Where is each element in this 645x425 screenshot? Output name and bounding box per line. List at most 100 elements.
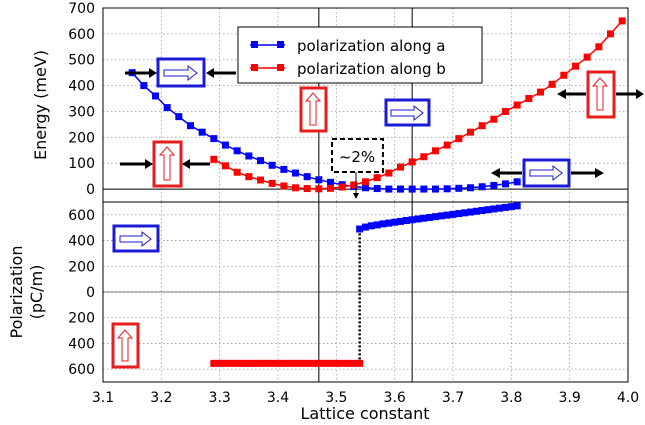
y-tick-label: 500: [68, 53, 95, 69]
data-point: [432, 147, 439, 155]
y-tick-label: 300: [68, 104, 95, 120]
y-tick-label: 100: [68, 156, 95, 172]
data-point: [350, 181, 358, 189]
data-point: [362, 178, 369, 186]
y-tick-label: 400: [68, 79, 95, 95]
data-point: [502, 107, 509, 115]
data-point: [478, 206, 486, 214]
data-point: [397, 185, 404, 193]
data-point: [140, 82, 148, 90]
series-b: [210, 359, 364, 367]
data-point: [338, 359, 346, 367]
data-point: [233, 359, 241, 367]
data-point: [537, 88, 544, 96]
data-point: [280, 182, 288, 190]
data-point: [502, 203, 509, 211]
data-point: [408, 216, 416, 224]
polarization-y-axis-label: Polarization: [7, 246, 26, 339]
x-tick-label: 4.0: [617, 390, 639, 406]
annotation-pointer-head: [353, 193, 359, 199]
data-point: [286, 359, 294, 367]
schematic-a-equilibrium: [384, 98, 431, 127]
legend: polarization along a polarization along …: [237, 26, 483, 84]
data-point: [548, 80, 556, 88]
data-point: [233, 147, 241, 155]
compress-arrowhead-left: [145, 159, 153, 169]
y-tick-label: 700: [68, 1, 95, 17]
legend-box: [237, 26, 483, 84]
data-point: [408, 158, 416, 166]
data-point: [420, 185, 428, 193]
data-point: [356, 359, 364, 367]
data-point: [268, 179, 276, 187]
data-point: [426, 213, 434, 221]
data-point: [297, 359, 305, 367]
data-point: [455, 184, 463, 192]
data-point: [280, 165, 288, 173]
y-tick-label: 0: [86, 182, 95, 198]
data-point: [437, 212, 445, 220]
polarization-arrow-a-icon: [529, 164, 563, 182]
data-point: [513, 178, 521, 186]
data-point: [292, 184, 299, 192]
data-point: [198, 128, 206, 136]
legend-label-a: polarization along a: [297, 37, 445, 55]
data-point: [472, 207, 480, 215]
stretch-arrowhead-right: [636, 89, 644, 99]
data-point: [467, 128, 474, 136]
data-point: [408, 185, 416, 193]
data-point: [490, 181, 498, 189]
data-point: [397, 163, 404, 171]
series-b: [210, 17, 626, 193]
data-point: [490, 205, 498, 213]
data-point: [443, 211, 451, 219]
data-point: [449, 210, 457, 218]
data-point: [367, 222, 375, 230]
data-point: [385, 219, 393, 227]
x-tick-label: 3.8: [500, 390, 522, 406]
data-point: [356, 225, 364, 233]
data-point: [373, 185, 381, 193]
data-point: [222, 162, 229, 170]
y-tick-label: 200: [68, 311, 95, 327]
data-point: [496, 204, 504, 212]
data-point: [467, 208, 474, 216]
data-point: [507, 203, 515, 211]
y-tick-label: 400: [68, 234, 95, 250]
schematic-a-lower: [112, 224, 160, 253]
data-point: [303, 185, 311, 193]
data-point: [227, 359, 235, 367]
data-point: [280, 359, 288, 367]
data-point: [274, 359, 282, 367]
data-point: [292, 359, 299, 367]
data-point: [239, 359, 247, 367]
data-point: [327, 178, 334, 186]
data-point: [315, 359, 323, 367]
data-point: [560, 71, 568, 79]
data-point: [379, 220, 387, 228]
data-point: [420, 153, 428, 161]
data-point: [245, 359, 253, 367]
polarization-arrow-b-icon: [591, 77, 609, 111]
schematic-a-compressed: [125, 57, 236, 88]
data-point: [216, 359, 224, 367]
data-point: [478, 183, 486, 191]
data-point: [245, 152, 253, 160]
data-point: [525, 95, 533, 103]
data-point: [432, 185, 439, 193]
data-point: [262, 359, 270, 367]
data-point: [385, 185, 393, 193]
data-point: [257, 157, 264, 165]
stretch-arrowhead-left: [557, 89, 566, 99]
polarization-arrow-b-icon: [116, 329, 134, 362]
legend-marker-b: [277, 64, 284, 71]
data-point: [292, 169, 299, 177]
stretch-arrowhead-right: [595, 168, 604, 178]
legend-marker-a: [251, 41, 258, 48]
energy-y-axis-label: Energy (meV): [31, 50, 50, 160]
data-point: [414, 215, 422, 223]
annotation-text: ~2%: [339, 148, 375, 166]
legend-label-b: polarization along b: [297, 60, 446, 78]
y-tick-label: 600: [68, 362, 95, 378]
